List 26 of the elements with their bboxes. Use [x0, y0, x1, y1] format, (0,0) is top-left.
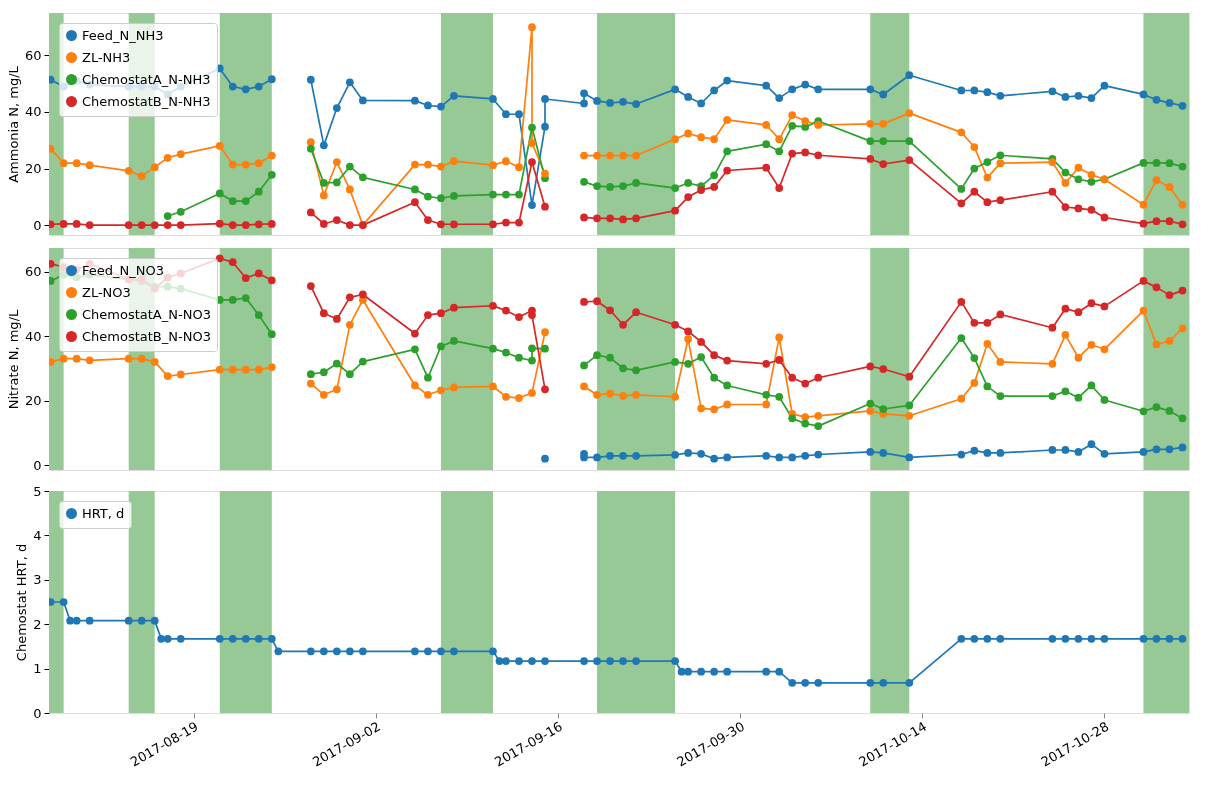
y-tick-label: 20	[24, 393, 42, 409]
legend-label: ZL-NO3	[82, 284, 131, 300]
y-tick-label: 20	[24, 161, 42, 177]
y-axis-title: Ammonia N, mg/L	[5, 65, 21, 183]
y-axis-title: Chemostat HRT, d	[14, 543, 30, 662]
legend-label: Feed_N_NO3	[82, 262, 164, 278]
y-axis-title: Nitrate N, mg/L	[5, 308, 21, 410]
y-tick-label: 40	[24, 104, 42, 120]
legend-label: ChemostatA_N-NO3	[82, 306, 211, 322]
y-tick-label: 0	[33, 217, 42, 233]
legend-label: ZL-NH3	[82, 49, 131, 65]
y-tick-label: 60	[24, 264, 42, 280]
legend-label: HRT, d	[82, 505, 125, 521]
y-tick-label: 2	[33, 616, 42, 632]
legend-label: Feed_N_NH3	[82, 27, 164, 43]
y-tick-label: 40	[24, 328, 42, 344]
legend-label: ChemostatB_N-NH3	[82, 93, 211, 109]
y-tick-label: 5	[33, 483, 42, 499]
legend-label: ChemostatA_N-NH3	[82, 71, 211, 87]
y-tick-label: 3	[33, 572, 42, 588]
y-tick-label: 0	[33, 457, 42, 473]
legend-label: ChemostatB_N-NO3	[82, 328, 211, 344]
y-tick-label: 4	[33, 527, 42, 543]
y-tick-label: 60	[24, 47, 42, 63]
y-tick-label: 1	[33, 661, 42, 677]
y-tick-label: 0	[33, 705, 42, 721]
